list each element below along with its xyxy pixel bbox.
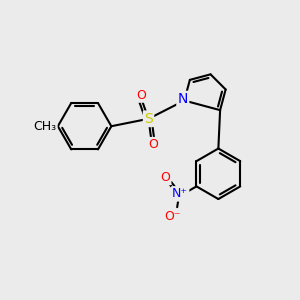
Text: O: O: [136, 88, 146, 101]
Text: S: S: [144, 112, 153, 126]
Text: CH₃: CH₃: [33, 120, 56, 133]
Text: O⁻: O⁻: [164, 210, 181, 223]
Text: N⁺: N⁺: [172, 187, 188, 200]
Text: N: N: [178, 92, 188, 106]
Text: O: O: [160, 171, 170, 184]
Text: O: O: [148, 138, 158, 151]
